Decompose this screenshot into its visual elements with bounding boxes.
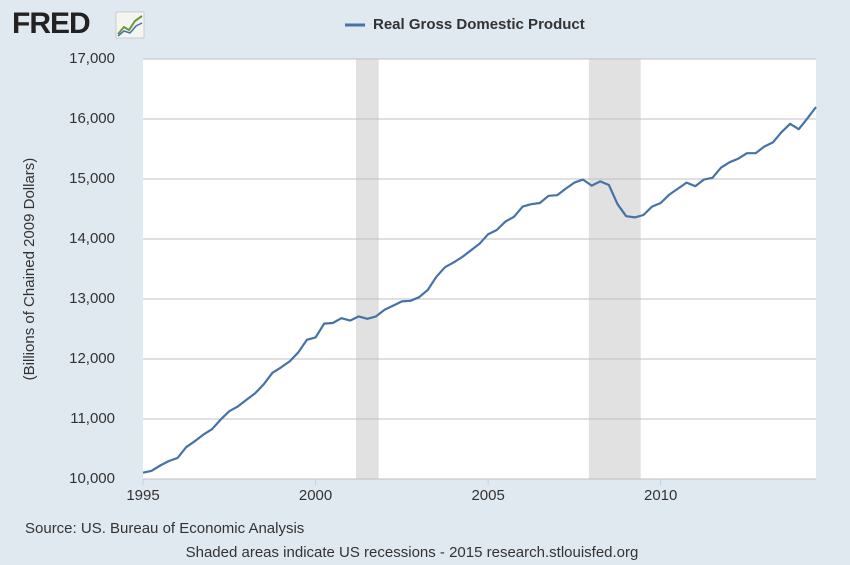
y-tick-label: 13,000 <box>69 290 115 307</box>
recession-band <box>355 59 379 479</box>
y-tick-label: 15,000 <box>69 170 115 187</box>
recession-band <box>588 59 641 479</box>
note: Shaded areas indicate US recessions - 20… <box>186 544 639 561</box>
y-tick-label: 10,000 <box>69 470 115 487</box>
source: Source: US. Bureau of Economic Analysis <box>25 520 304 537</box>
legend-label: Real Gross Domestic Product <box>373 16 585 33</box>
logo: FRED <box>12 7 90 40</box>
logo-icon <box>115 11 145 39</box>
y-tick-label: 12,000 <box>69 350 115 367</box>
x-tick-label: 1995 <box>126 487 159 504</box>
x-tick-label: 2000 <box>299 487 332 504</box>
x-tick-label: 2005 <box>471 487 504 504</box>
plot-area <box>143 59 816 479</box>
y-tick-label: 14,000 <box>69 230 115 247</box>
y-tick-label: 16,000 <box>69 110 115 127</box>
y-tick-label: 17,000 <box>69 50 115 67</box>
y-tick-label: 11,000 <box>70 410 115 427</box>
y-axis-label: (Billions of Chained 2009 Dollars) <box>21 158 38 381</box>
x-tick-label: 2010 <box>644 487 677 504</box>
data-line <box>142 106 817 474</box>
